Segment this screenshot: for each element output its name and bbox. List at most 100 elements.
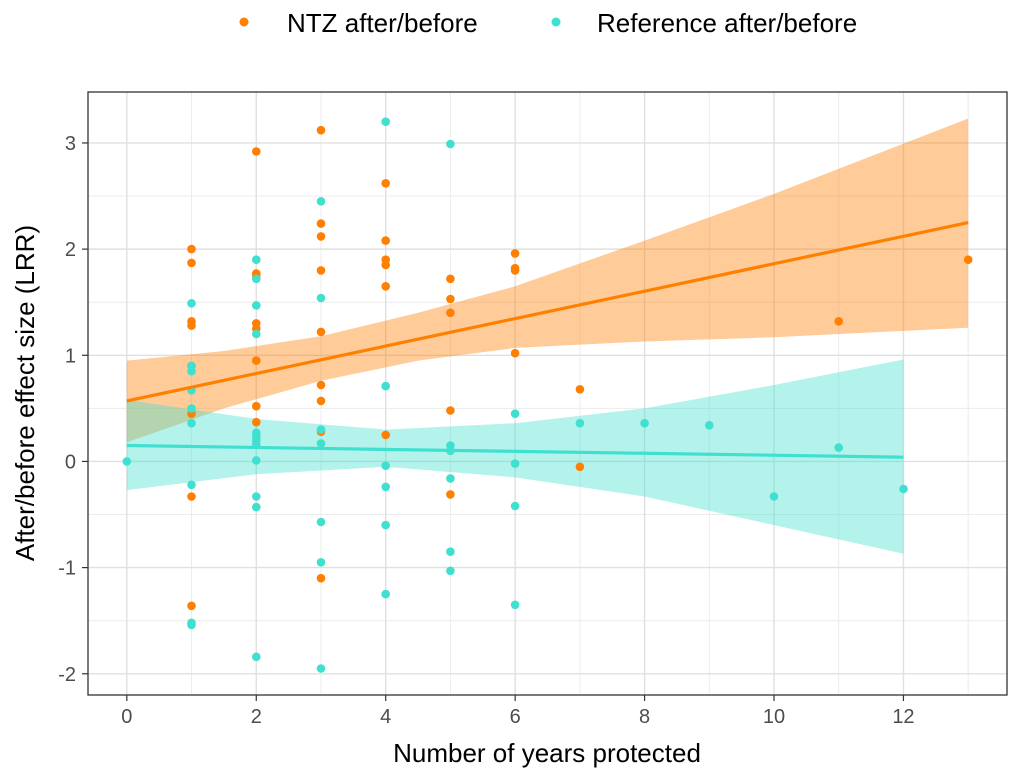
x-tick-label: 8 <box>639 706 650 728</box>
trend-lines <box>126 221 969 459</box>
legend-label-reference: Reference after/before <box>597 8 857 38</box>
data-point-ntz <box>381 282 391 291</box>
data-point-ntz <box>575 385 585 394</box>
data-point-ntz <box>187 321 196 330</box>
data-point-ntz <box>446 490 455 499</box>
data-point-reference <box>834 443 843 452</box>
legend: NTZ after/before Reference after/before <box>239 8 857 38</box>
data-point-ntz <box>251 356 261 365</box>
y-tick-label: -2 <box>58 664 76 686</box>
data-point-reference <box>187 299 196 308</box>
panel-border <box>87 91 1008 696</box>
data-point-ntz <box>251 401 261 411</box>
data-point-reference <box>251 255 261 264</box>
data-point-reference <box>381 589 391 599</box>
data-point-ntz <box>510 266 520 275</box>
data-point-ntz <box>316 573 326 583</box>
data-point-ntz <box>316 266 326 275</box>
data-point-ntz <box>381 430 391 440</box>
data-point-reference <box>381 117 391 126</box>
data-point-reference <box>251 652 261 662</box>
data-point-reference <box>316 664 326 673</box>
data-point-ntz <box>446 406 455 415</box>
data-point-ntz <box>446 308 455 318</box>
data-point-ntz <box>316 125 326 135</box>
data-point-ntz <box>381 236 391 245</box>
data-point-reference <box>575 418 585 428</box>
data-point-ntz <box>187 492 196 501</box>
data-point-reference <box>251 492 261 501</box>
legend-marker-ntz <box>239 17 249 27</box>
data-point-ntz <box>510 348 520 358</box>
data-point-ntz <box>316 380 326 390</box>
confidence-bands <box>126 118 969 554</box>
legend-marker-reference <box>551 17 561 27</box>
data-point-reference <box>446 139 455 149</box>
data-point-ntz <box>381 179 391 188</box>
data-point-reference <box>316 439 326 448</box>
data-point-reference <box>510 600 520 610</box>
data-point-reference <box>187 366 196 376</box>
data-point-reference <box>251 502 261 512</box>
data-point-reference <box>251 274 261 284</box>
data-point-reference <box>187 620 196 630</box>
y-axis: -2 -1 0 1 2 3 <box>58 133 88 686</box>
data-point-reference <box>640 418 649 428</box>
legend-label-ntz: NTZ after/before <box>287 8 478 38</box>
trend-line-reference <box>126 443 904 459</box>
data-point-ntz <box>316 396 326 406</box>
x-tick-label: 0 <box>121 706 132 728</box>
data-point-ntz <box>251 147 261 156</box>
data-point-reference <box>316 517 326 527</box>
x-tick-label: 2 <box>251 706 262 728</box>
data-point-reference <box>187 404 196 413</box>
confidence-band-ntz <box>126 118 969 443</box>
data-point-reference <box>316 558 326 567</box>
panel-background <box>88 92 1007 695</box>
data-point-reference <box>381 520 391 530</box>
x-tick-label: 12 <box>892 706 914 728</box>
data-point-reference <box>446 566 455 576</box>
data-point-reference <box>510 459 520 468</box>
data-point-ntz <box>963 255 973 264</box>
data-point-reference <box>446 547 455 556</box>
data-point-reference <box>316 425 326 434</box>
data-point-reference <box>769 492 779 501</box>
x-tick-label: 6 <box>510 706 521 728</box>
x-axis: 0 2 4 6 8 10 12 <box>121 695 915 728</box>
y-axis-title: After/before effect size (LRR) <box>10 225 40 561</box>
data-point-reference <box>316 293 326 303</box>
y-tick-label: -1 <box>58 558 76 580</box>
x-tick-label: 4 <box>380 706 391 728</box>
data-point-reference <box>251 456 261 465</box>
data-point-ntz <box>446 274 455 284</box>
data-point-ntz <box>316 327 326 337</box>
data-points <box>122 117 973 673</box>
data-point-ntz <box>316 232 326 241</box>
plot-panel <box>87 91 1008 696</box>
data-point-ntz <box>251 417 261 427</box>
data-point-ntz <box>575 462 585 472</box>
data-point-reference <box>187 418 196 428</box>
y-tick-label: 0 <box>65 451 76 473</box>
x-tick-label: 10 <box>763 706 785 728</box>
y-tick-label: 1 <box>65 345 76 367</box>
data-point-ntz <box>316 219 326 228</box>
data-point-reference <box>251 329 261 339</box>
data-point-reference <box>899 484 908 494</box>
data-point-reference <box>381 461 391 471</box>
data-point-reference <box>705 421 714 430</box>
data-point-ntz <box>446 294 455 304</box>
data-point-reference <box>122 457 132 466</box>
data-point-reference <box>187 480 196 490</box>
data-point-reference <box>510 501 520 511</box>
data-point-reference <box>446 474 455 483</box>
data-point-ntz <box>381 260 391 270</box>
confidence-band-reference <box>126 359 904 554</box>
data-point-reference <box>381 381 391 391</box>
data-point-reference <box>381 482 391 492</box>
trend-line-ntz <box>126 221 969 403</box>
x-axis-title: Number of years protected <box>393 738 701 768</box>
data-point-ntz <box>834 317 843 326</box>
